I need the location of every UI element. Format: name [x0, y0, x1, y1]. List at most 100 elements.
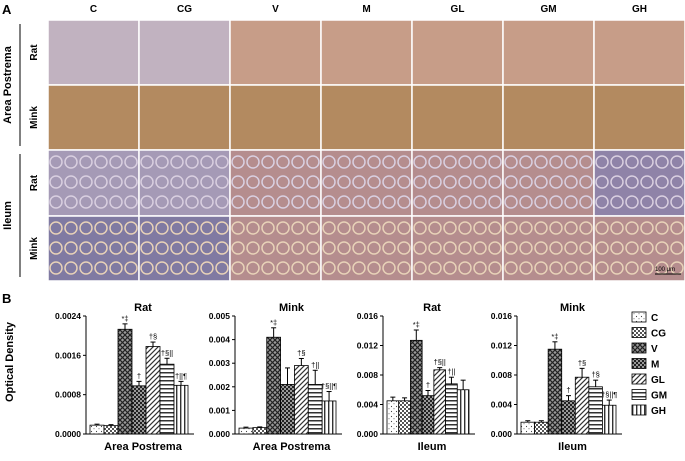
crypt-texture: [352, 195, 366, 209]
y-tick-label: 0.012: [357, 341, 379, 351]
micrograph-tile: [229, 84, 322, 151]
crypt-texture: [337, 175, 351, 189]
chart-xlabel: Area Postrema: [253, 441, 332, 453]
micrograph-tile: [47, 19, 140, 86]
crypt-texture: [185, 241, 199, 255]
column-header-cg: CG: [177, 4, 192, 15]
crypt-texture: [564, 155, 578, 169]
crypt-texture: [640, 195, 654, 209]
y-tick-label: 0.001: [209, 405, 231, 415]
crypt-texture: [397, 175, 411, 189]
crypt-texture: [49, 261, 63, 275]
bar-v: [547, 348, 563, 435]
crypt-texture: [140, 221, 154, 235]
crypt-texture: [534, 221, 548, 235]
crypt-texture: [261, 261, 275, 275]
y-tick-label: 0.016: [357, 311, 379, 321]
crypt-texture: [231, 155, 245, 169]
crypt-texture: [124, 155, 138, 169]
crypt-texture: [413, 155, 427, 169]
crypt-texture: [549, 155, 563, 169]
crypt-texture: [579, 155, 593, 169]
bar-m: [280, 384, 295, 435]
crypt-texture: [488, 241, 502, 255]
crypt-texture: [200, 195, 214, 209]
significance-label: †§||¶: [601, 390, 617, 399]
crypt-texture: [185, 261, 199, 275]
crypt-texture: [170, 221, 184, 235]
column-header-v: V: [272, 4, 279, 15]
legend-label-gl: GL: [651, 375, 665, 386]
panel-b-label: B: [2, 291, 11, 306]
crypt-texture: [109, 175, 123, 189]
micrograph-tile: [593, 215, 685, 282]
crypt-texture: [382, 195, 396, 209]
crypt-texture: [655, 195, 669, 209]
crypt-texture: [579, 195, 593, 209]
crypt-texture: [610, 221, 624, 235]
crypt-texture: [458, 175, 472, 189]
crypt-texture: [306, 261, 320, 275]
column-header-gl: GL: [451, 4, 465, 15]
bar-cg: [534, 421, 549, 435]
y-tick-label: 0.002: [209, 382, 231, 392]
crypt-texture: [231, 261, 245, 275]
bar-v: [410, 339, 423, 435]
crypt-texture: [124, 221, 138, 235]
micrograph-tile: [411, 19, 504, 86]
crypt-texture: [322, 175, 336, 189]
group-label-area-postrema: Area Postrema: [2, 45, 14, 124]
crypt-texture: [458, 241, 472, 255]
crypt-texture: [473, 175, 487, 189]
crypt-texture: [64, 195, 78, 209]
crypt-texture: [291, 241, 305, 255]
micrograph-tile: [502, 19, 595, 86]
crypt-texture: [322, 155, 336, 169]
crypt-texture: [564, 195, 578, 209]
significance-label: *‡: [270, 318, 277, 327]
crypt-texture: [291, 261, 305, 275]
crypt-texture: [397, 221, 411, 235]
crypt-texture: [276, 261, 290, 275]
crypt-texture: [246, 241, 260, 255]
crypt-texture: [610, 261, 624, 275]
crypt-texture: [322, 241, 336, 255]
bar-cg: [252, 427, 268, 435]
crypt-texture: [64, 175, 78, 189]
crypt-texture: [458, 261, 472, 275]
crypt-texture: [655, 155, 669, 169]
crypt-texture: [79, 175, 93, 189]
crypt-texture: [640, 261, 654, 275]
crypt-texture: [413, 221, 427, 235]
bar-c: [520, 421, 535, 435]
crypt-texture: [655, 241, 669, 255]
crypt-texture: [367, 155, 381, 169]
y-tick-label: 0.004: [491, 400, 513, 410]
micrograph-tile: [593, 149, 685, 217]
chart-1: 0.000 0.001 0.002 0.003 0.004 0.005 Mink Area P…: [209, 302, 342, 453]
bar-gm: [445, 383, 458, 435]
crypt-texture: [488, 155, 502, 169]
crypt-texture: [670, 175, 684, 189]
crypt-texture: [170, 155, 184, 169]
crypt-texture: [322, 261, 336, 275]
crypt-texture: [488, 195, 502, 209]
crypt-texture: [443, 175, 457, 189]
crypt-texture: [595, 221, 609, 235]
crypt-texture: [246, 221, 260, 235]
crypt-texture: [322, 221, 336, 235]
crypt-texture: [291, 175, 305, 189]
chart-2: 0.000 0.004 0.008 0.012 0.016 Rat Ileum *‡ † †§||…: [357, 302, 475, 453]
crypt-texture: [564, 221, 578, 235]
crypt-texture: [352, 155, 366, 169]
crypt-texture: [595, 175, 609, 189]
crypt-texture: [215, 261, 229, 275]
crypt-texture: [473, 155, 487, 169]
crypt-texture: [458, 221, 472, 235]
crypt-texture: [473, 195, 487, 209]
crypt-texture: [610, 155, 624, 169]
crypt-texture: [519, 175, 533, 189]
crypt-texture: [124, 261, 138, 275]
micrograph-tile: [229, 215, 322, 282]
